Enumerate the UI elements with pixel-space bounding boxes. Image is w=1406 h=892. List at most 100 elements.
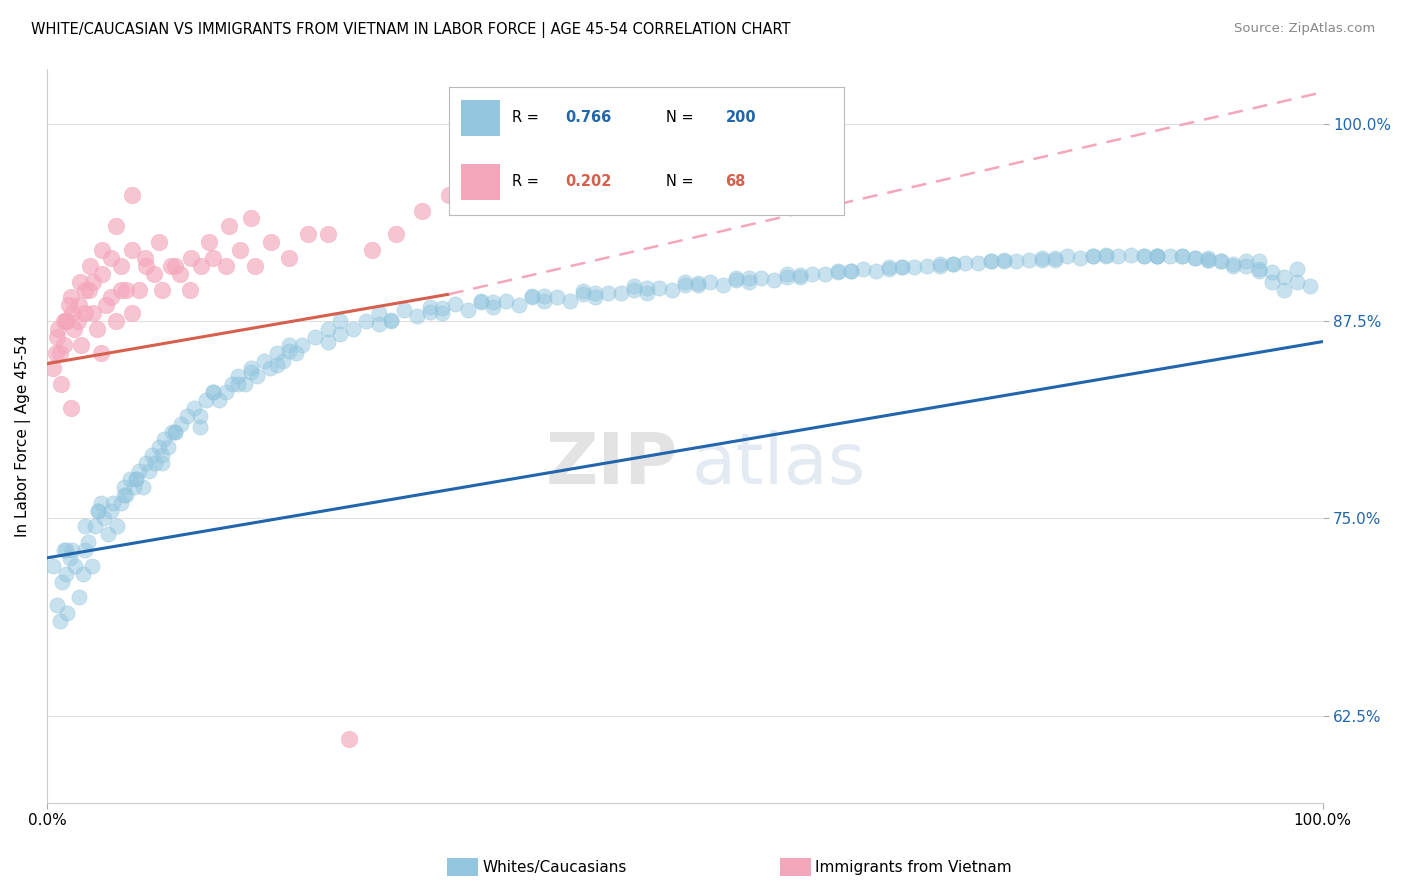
Point — [686, 276, 709, 290]
Point — [60, 290, 83, 304]
Point — [1133, 249, 1156, 263]
Point — [84, 519, 107, 533]
Point — [82, 275, 104, 289]
Point — [214, 385, 236, 400]
Point — [79, 259, 101, 273]
Point — [82, 306, 104, 320]
Point — [271, 353, 294, 368]
Point — [1234, 254, 1257, 268]
Point — [1247, 262, 1270, 277]
Point — [45, 345, 67, 359]
Point — [329, 314, 352, 328]
Point — [103, 495, 125, 509]
Point — [69, 275, 91, 289]
Point — [112, 488, 135, 502]
Point — [75, 306, 97, 320]
Point — [1121, 248, 1143, 262]
Point — [1272, 269, 1295, 284]
Point — [48, 322, 70, 336]
Point — [1133, 249, 1156, 263]
Point — [636, 285, 658, 300]
Point — [46, 598, 69, 612]
Point — [1094, 248, 1116, 262]
Point — [160, 425, 183, 439]
Point — [52, 314, 75, 328]
Point — [214, 259, 236, 273]
Point — [121, 187, 143, 202]
Point — [125, 472, 148, 486]
Point — [110, 283, 132, 297]
Point — [163, 425, 186, 439]
Point — [260, 235, 283, 249]
Point — [955, 255, 977, 269]
Point — [1209, 254, 1232, 268]
Point — [585, 285, 607, 300]
Point — [724, 271, 747, 285]
Point — [60, 401, 83, 415]
Point — [839, 263, 862, 277]
Point — [176, 409, 198, 423]
Point — [1222, 257, 1244, 271]
Point — [63, 558, 86, 573]
Point — [337, 732, 360, 747]
Point — [104, 219, 127, 234]
Point — [55, 566, 77, 581]
Point — [148, 235, 170, 249]
Point — [432, 301, 454, 316]
Point — [42, 361, 65, 376]
Point — [188, 420, 211, 434]
Point — [533, 293, 555, 308]
Point — [1197, 252, 1219, 267]
Point — [1159, 249, 1181, 263]
Point — [865, 263, 887, 277]
Point — [789, 268, 811, 283]
Point — [190, 259, 212, 273]
Point — [291, 337, 314, 351]
Point — [520, 290, 543, 304]
Point — [100, 503, 122, 517]
Point — [1056, 249, 1078, 263]
Point — [201, 385, 224, 400]
Point — [967, 255, 990, 269]
Point — [877, 260, 900, 275]
Point — [195, 392, 218, 407]
Point — [380, 314, 402, 328]
Point — [1222, 259, 1244, 273]
Point — [1043, 251, 1066, 265]
Point — [198, 235, 221, 249]
Point — [711, 277, 734, 292]
Point — [385, 227, 408, 242]
Point — [179, 283, 201, 297]
Point — [877, 262, 900, 277]
Point — [571, 287, 593, 301]
Point — [97, 527, 120, 541]
Point — [55, 314, 77, 328]
Point — [226, 369, 249, 384]
Point — [380, 312, 402, 326]
Point — [457, 303, 479, 318]
Point — [42, 558, 65, 573]
Point — [62, 306, 84, 320]
Point — [122, 480, 145, 494]
Point — [1299, 279, 1322, 293]
Point — [135, 259, 157, 273]
Point — [72, 566, 94, 581]
Text: atlas: atlas — [692, 430, 866, 500]
Point — [150, 456, 173, 470]
Point — [329, 326, 352, 341]
Point — [1247, 254, 1270, 268]
Point — [100, 290, 122, 304]
Point — [419, 304, 441, 318]
Point — [437, 187, 460, 202]
Point — [110, 259, 132, 273]
Point — [776, 269, 799, 284]
Point — [51, 574, 73, 589]
Point — [226, 377, 249, 392]
Point — [80, 558, 103, 573]
Point — [1069, 251, 1091, 265]
Point — [46, 330, 69, 344]
Point — [623, 279, 645, 293]
Point — [482, 295, 505, 310]
Point — [1286, 262, 1309, 277]
Point — [508, 298, 530, 312]
